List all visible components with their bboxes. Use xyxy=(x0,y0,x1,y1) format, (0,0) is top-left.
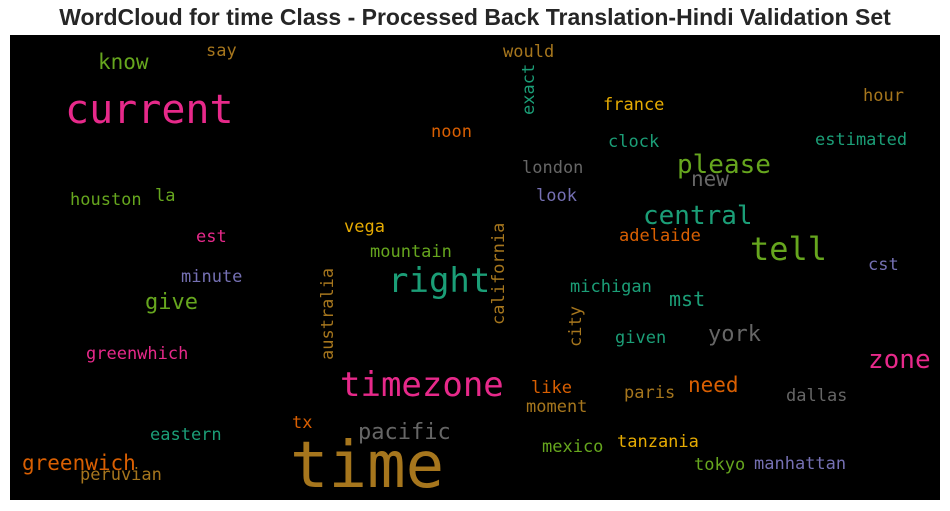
word-know: know xyxy=(98,50,149,74)
word-paris: paris xyxy=(624,383,675,403)
word-moment: moment xyxy=(526,397,587,417)
word-france: france xyxy=(603,95,664,115)
wordcloud-svg: time current timezone right tell please centra… xyxy=(22,41,931,500)
word-greenwhich: greenwhich xyxy=(86,344,188,364)
word-eastern: eastern xyxy=(150,425,222,445)
word-current: current xyxy=(65,87,234,133)
word-given: given xyxy=(615,328,666,348)
word-estimated: estimated xyxy=(815,130,907,150)
word-greenwich: greenwich xyxy=(22,451,136,475)
word-need: need xyxy=(688,373,739,397)
word-mountain: mountain xyxy=(370,242,452,262)
word-tell: tell xyxy=(750,230,827,268)
word-tanzania: tanzania xyxy=(617,432,699,452)
word-tx: tx xyxy=(292,413,312,433)
word-central: central xyxy=(643,201,753,231)
word-mst: mst xyxy=(669,287,705,311)
word-est: est xyxy=(196,227,227,247)
chart-title: WordCloud for time Class - Processed Bac… xyxy=(59,4,891,30)
word-pacific: pacific xyxy=(358,420,451,445)
word-york: york xyxy=(708,322,761,347)
word-vega: vega xyxy=(344,217,385,237)
word-hour: hour xyxy=(863,86,904,106)
wordcloud-canvas: time current timezone right tell please centra… xyxy=(10,35,940,500)
word-la: la xyxy=(155,186,175,206)
word-dallas: dallas xyxy=(786,386,847,406)
word-noon: noon xyxy=(431,122,472,142)
word-minute: minute xyxy=(181,267,242,287)
word-give: give xyxy=(145,290,198,315)
word-please: please xyxy=(677,150,771,180)
word-say: say xyxy=(206,41,237,61)
word-peruvian: peruvian xyxy=(80,465,162,485)
word-like: like xyxy=(531,378,572,398)
word-michigan: michigan xyxy=(570,277,652,297)
word-city: city xyxy=(566,306,586,347)
word-manhattan: manhattan xyxy=(754,454,846,474)
word-look: look xyxy=(536,186,577,206)
word-tokyo: tokyo xyxy=(694,455,745,475)
word-timezone: timezone xyxy=(340,365,504,405)
word-california: california xyxy=(489,223,509,325)
word-cst: cst xyxy=(868,255,899,275)
word-mexico: mexico xyxy=(542,437,603,457)
word-exact: exact xyxy=(519,64,539,115)
word-right: right xyxy=(388,261,490,301)
word-zone: zone xyxy=(868,345,931,375)
word-adelaide: adelaide xyxy=(619,226,701,246)
word-houston: houston xyxy=(70,190,142,210)
word-would: would xyxy=(503,42,554,62)
word-time: time xyxy=(290,429,444,500)
word-new: new xyxy=(691,167,729,191)
word-clock: clock xyxy=(608,132,659,152)
word-australia: australia xyxy=(318,268,338,360)
word-london: london xyxy=(522,158,583,178)
